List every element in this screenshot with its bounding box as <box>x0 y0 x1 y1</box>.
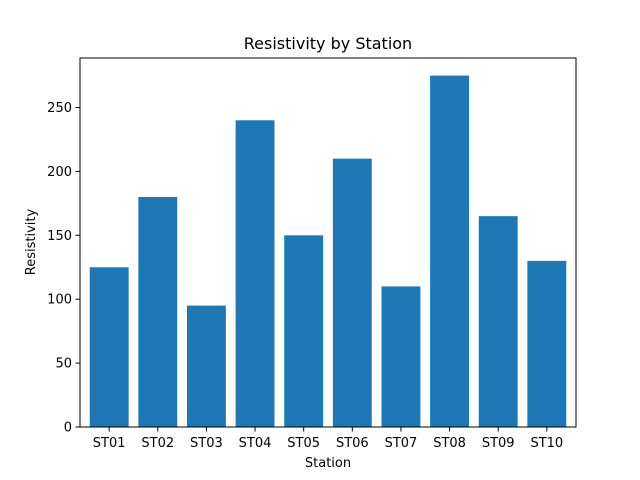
bar-st02 <box>138 196 178 427</box>
axes-layer: ST01 ST02 ST03 ST04 ST05 ST06 ST07 ST08 ST09 ST10… <box>47 57 577 451</box>
bar-st03 <box>186 305 226 427</box>
bars-layer <box>89 75 567 428</box>
y-tick-label: 0 <box>64 421 72 436</box>
x-tick-label: ST08 <box>433 436 466 451</box>
x-tick-label: ST06 <box>336 436 369 451</box>
x-tick-label: ST02 <box>141 436 174 451</box>
x-tick-label: ST03 <box>190 436 223 451</box>
bar-st07 <box>381 286 421 427</box>
y-tick-label: 50 <box>55 357 72 372</box>
x-tick-label: ST01 <box>93 436 126 451</box>
y-tick-label: 200 <box>47 165 72 180</box>
x-tick-label: ST05 <box>287 436 320 451</box>
y-tick-label: 250 <box>47 101 72 116</box>
y-axis-label: Resistivity <box>24 208 39 275</box>
bar-st06 <box>332 158 372 427</box>
plot-frame <box>79 57 577 428</box>
bar-st10 <box>527 260 567 427</box>
x-tick-label: ST04 <box>239 436 272 451</box>
bar-st05 <box>284 235 324 427</box>
bar-st09 <box>478 216 518 427</box>
y-tick-label: 100 <box>47 293 72 308</box>
chart-title: Resistivity by Station <box>244 34 412 53</box>
y-tick-label: 150 <box>47 229 72 244</box>
bar-st08 <box>430 75 470 427</box>
bar-st04 <box>235 120 275 428</box>
x-tick-label: ST09 <box>482 436 515 451</box>
x-tick-label: ST10 <box>530 436 563 451</box>
bar-st01 <box>89 267 129 427</box>
x-axis-label: Station <box>305 456 351 471</box>
x-tick-label: ST07 <box>385 436 418 451</box>
